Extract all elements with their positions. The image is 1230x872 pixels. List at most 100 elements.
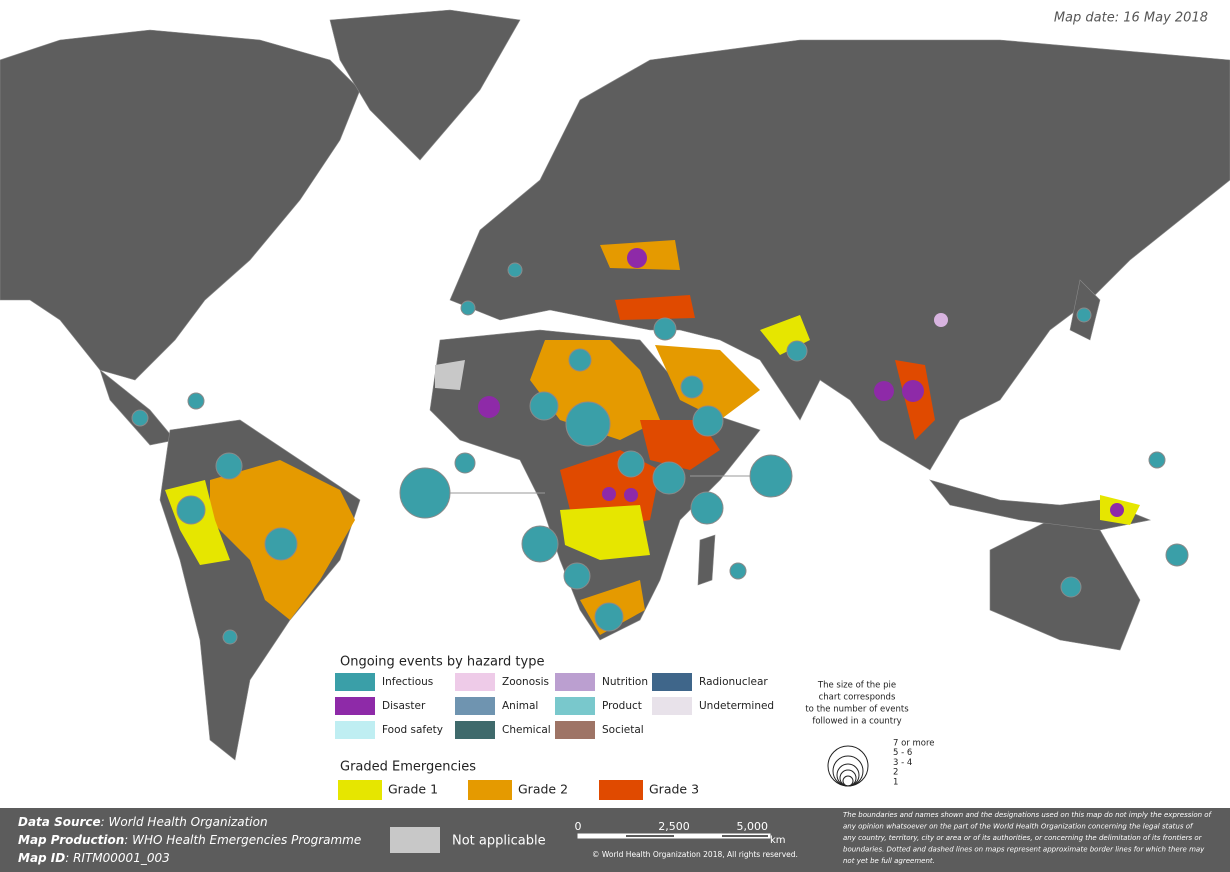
disaster-pie <box>874 381 894 401</box>
credit-label: Map Production <box>18 833 124 847</box>
pie <box>568 348 592 372</box>
size-circle <box>842 775 854 787</box>
pie <box>264 527 298 561</box>
footer-credit: Map ID: RITM00001_003 <box>18 851 170 865</box>
pie <box>680 375 704 399</box>
size-label: 3 - 4 <box>893 758 912 768</box>
hazard-swatch <box>652 673 692 691</box>
pie <box>1076 307 1092 323</box>
hazard-swatch <box>455 697 495 715</box>
pie <box>222 629 238 645</box>
pie <box>521 525 559 563</box>
credit-value: : World Health Organization <box>101 815 268 829</box>
copyright: © World Health Organization 2018, All ri… <box>592 850 798 859</box>
scale-tick-label: 0 <box>575 820 582 833</box>
credit-label: Data Source <box>18 815 101 829</box>
greenland <box>329 9 521 161</box>
madagascar <box>697 534 716 586</box>
credit-value: : RITM00001_003 <box>65 851 170 865</box>
not-applicable-swatch <box>390 827 440 853</box>
turkey <box>615 295 695 320</box>
size-note: followed in a country <box>812 717 901 727</box>
pie <box>652 461 686 495</box>
north-america <box>0 29 361 381</box>
disclaimer: any country, territory, city or area or … <box>843 834 1203 842</box>
size-note: to the number of events <box>805 705 909 715</box>
disclaimer: any opinion whatsoever on the part of th… <box>843 823 1194 831</box>
central-america <box>99 369 176 446</box>
pie <box>563 562 591 590</box>
pie <box>565 401 611 447</box>
hazard-swatch <box>555 673 595 691</box>
grade-swatch <box>599 780 643 800</box>
western-sahara <box>435 360 465 390</box>
hazard-label: Product <box>602 700 642 712</box>
disclaimer: boundaries. Dotted and dashed lines on m… <box>843 846 1205 854</box>
pie <box>187 392 205 410</box>
footer-credit: Data Source: World Health Organization <box>18 815 268 829</box>
hazard-swatch <box>455 673 495 691</box>
scale-tick-label: 5,000 <box>737 820 769 833</box>
legend: Ongoing events by hazard type Graded Eme… <box>335 655 935 800</box>
scale-bar-gap <box>626 835 674 837</box>
arabia <box>655 345 760 420</box>
pie <box>786 340 808 362</box>
size-label: 1 <box>893 777 898 787</box>
hazard-swatch <box>555 721 595 739</box>
size-label: 2 <box>893 768 898 778</box>
pie <box>690 491 724 525</box>
pie <box>594 602 624 632</box>
disaster-pie <box>627 248 647 268</box>
pie <box>692 405 724 437</box>
hazard-label: Radionuclear <box>699 676 768 688</box>
grade-swatch <box>338 780 382 800</box>
hazard-swatch <box>335 697 375 715</box>
pie <box>507 262 523 278</box>
hazard-label: Societal <box>602 724 644 736</box>
footer <box>0 808 1230 872</box>
size-label: 7 or more <box>893 739 935 749</box>
map-date: Map date: 16 May 2018 <box>1054 11 1208 26</box>
disaster-pie <box>1110 503 1124 517</box>
size-label: 5 - 6 <box>893 748 912 758</box>
hazard-swatch <box>652 697 692 715</box>
hazard-swatch <box>555 697 595 715</box>
scale-unit: km <box>770 835 786 846</box>
hazard-label: Infectious <box>382 676 433 688</box>
southern-central-africa <box>560 505 650 560</box>
footer-credit: Map Production: WHO Health Emergencies P… <box>18 833 361 847</box>
disaster-pie <box>624 488 638 502</box>
pie <box>399 467 451 519</box>
footer-text: Not applicable km © World Health Organiz… <box>18 811 1213 865</box>
not-applicable-label: Not applicable <box>452 834 546 849</box>
grade-swatch <box>468 780 512 800</box>
grade-label: Grade 2 <box>518 782 568 797</box>
hazard-label: Chemical <box>502 724 551 736</box>
event-pies <box>131 248 1189 645</box>
pie <box>176 495 206 525</box>
disaster-pie <box>602 487 616 501</box>
scale-tick-label: 2,500 <box>658 820 690 833</box>
size-note: The size of the pie <box>817 681 896 691</box>
hazard-label: Nutrition <box>602 676 648 688</box>
world-map <box>0 9 1230 761</box>
pie <box>1060 576 1082 598</box>
grade-label: Grade 1 <box>388 782 438 797</box>
hazard-label: Animal <box>502 700 538 712</box>
pie <box>215 452 243 480</box>
pie <box>729 562 747 580</box>
pie <box>529 391 559 421</box>
credit-label: Map ID <box>18 851 65 865</box>
hazard-swatch <box>335 721 375 739</box>
pie <box>460 300 476 316</box>
size-note: chart corresponds <box>819 693 896 703</box>
disaster-pie <box>478 396 500 418</box>
pie <box>131 409 149 427</box>
hazard-swatch <box>455 721 495 739</box>
legend-title: Ongoing events by hazard type <box>340 655 544 670</box>
pie <box>749 454 793 498</box>
scale-bar-gap <box>722 835 768 837</box>
pie <box>653 317 677 341</box>
disclaimer: not yet be full agreement. <box>843 857 935 865</box>
